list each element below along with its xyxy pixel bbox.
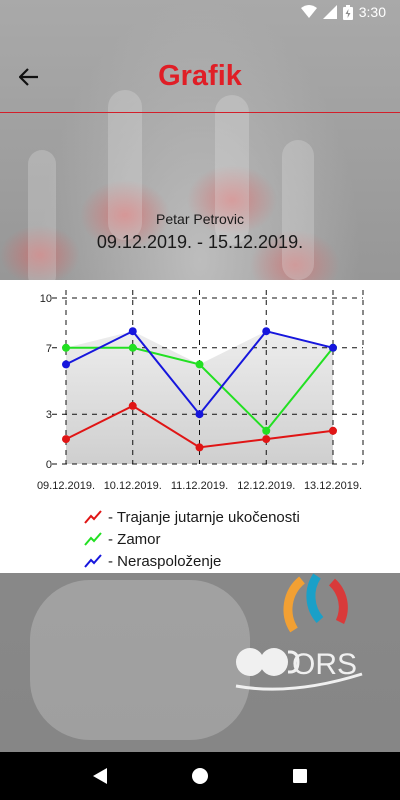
legend-item: - Trajanje jutarnje ukočenosti [84, 506, 300, 528]
data-point [262, 426, 271, 435]
back-button[interactable] [14, 62, 44, 92]
xray-finger-shape [215, 95, 249, 245]
status-time: 3:30 [358, 4, 386, 20]
x-tick-label: 12.12.2019. [237, 480, 295, 492]
page-title: Grafik [158, 60, 242, 92]
legend-label: - Trajanje jutarnje ukočenosti [108, 508, 300, 526]
user-name: Petar Petrovic [156, 211, 244, 227]
xray-wrist-shape [30, 580, 250, 740]
chart-panel: 10 7 3 0 09.12.2019. 10.12.2019. 11.12.2019. 12… [0, 280, 400, 573]
x-tick-label: 09.12.2019. [37, 480, 95, 492]
home-circle-icon [192, 768, 208, 784]
legend-item: - Neraspoloženje [84, 550, 300, 572]
chart-legend: - Trajanje jutarnje ukočenosti - Zamor - N… [84, 506, 300, 572]
y-tick-label: 0 [46, 459, 52, 471]
xray-finger-shape [108, 90, 142, 240]
recent-square-icon [293, 769, 307, 783]
data-point [195, 410, 204, 419]
line-chart: 10 7 3 0 09.12.2019. 10.12.2019. 11.12.2019. 12… [37, 290, 364, 492]
x-tick-label: 11.12.2019. [171, 480, 228, 492]
data-point [128, 343, 137, 352]
data-point [128, 401, 137, 410]
x-tick-label: 10.12.2019. [104, 480, 162, 492]
data-point [62, 360, 70, 369]
data-point [195, 443, 204, 452]
data-point [62, 343, 70, 352]
legend-label: - Zamor [108, 530, 161, 548]
x-tick-label: 13.12.2019. [304, 480, 362, 492]
data-point [329, 426, 337, 435]
y-tick-label: 3 [46, 409, 52, 421]
data-point [62, 435, 70, 444]
data-point [195, 360, 204, 369]
arrow-left-icon [19, 68, 38, 86]
data-point [128, 327, 137, 336]
data-point [262, 327, 271, 336]
legend-line-icon [84, 510, 102, 524]
wifi-icon [300, 5, 317, 18]
ors-logo: ORS [232, 570, 382, 700]
legend-line-icon [84, 532, 102, 546]
y-tick-label: 10 [40, 293, 52, 305]
data-point [262, 435, 271, 444]
system-nav-bar [0, 752, 400, 800]
legend-item: - Zamor [84, 528, 300, 550]
nav-home-button[interactable] [180, 756, 220, 796]
date-range: 09.12.2019. - 15.12.2019. [96, 232, 304, 252]
battery-icon [342, 4, 353, 20]
y-tick-label: 7 [46, 343, 52, 355]
legend-label: - Neraspoloženje [108, 552, 222, 570]
app-bar: Grafik [0, 24, 400, 113]
nav-back-button[interactable] [80, 756, 120, 796]
back-triangle-icon [93, 768, 107, 784]
legend-line-icon [84, 554, 102, 568]
data-point [329, 343, 337, 352]
svg-text:ORS: ORS [292, 648, 357, 681]
status-bar: 3:30 [0, 0, 400, 24]
nav-recent-button[interactable] [280, 756, 320, 796]
signal-icon [322, 5, 337, 19]
xray-finger-shape [282, 140, 314, 280]
xray-finger-shape [28, 150, 56, 290]
